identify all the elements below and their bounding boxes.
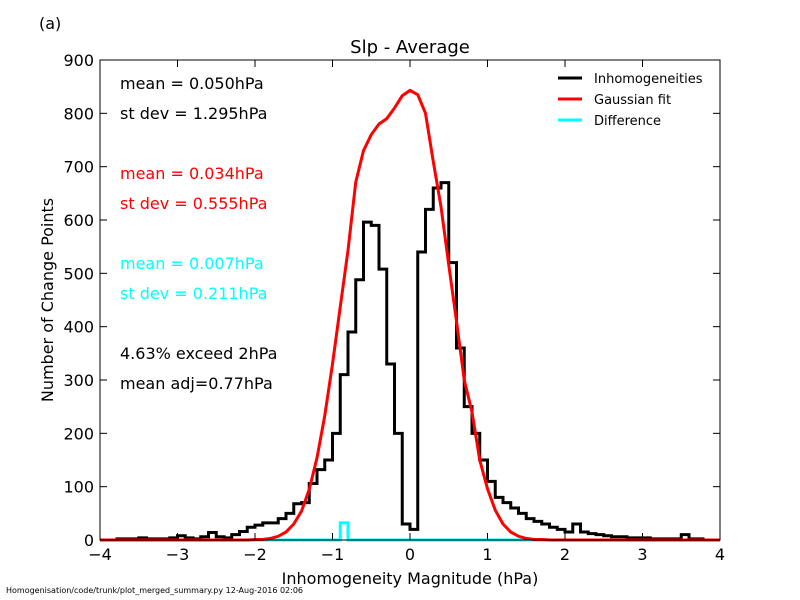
stat-diff-stdev: st dev = 0.211hPa xyxy=(120,284,268,303)
stat-inhom-mean: mean = 0.050hPa xyxy=(120,74,264,93)
x-tick-label: −3 xyxy=(166,545,190,564)
y-tick-label: 0 xyxy=(84,531,94,550)
stat-gauss-mean: mean = 0.034hPa xyxy=(120,164,264,183)
stat-gauss-stdev: st dev = 0.555hPa xyxy=(120,194,268,213)
x-tick-label: 2 xyxy=(560,545,570,564)
y-tick-label: 800 xyxy=(63,104,94,123)
legend: Inhomogeneities Gaussian fit Difference xyxy=(558,72,703,129)
y-axis-label: Number of Change Points xyxy=(38,198,57,402)
x-tick-label: −1 xyxy=(321,545,345,564)
stat-mean-adj: mean adj=0.77hPa xyxy=(120,374,273,393)
legend-label-inhomogeneities: Inhomogeneities xyxy=(594,72,703,87)
y-tick-label: 100 xyxy=(63,478,94,497)
y-tick-label: 300 xyxy=(63,371,94,390)
chart-title: Slp - Average xyxy=(350,37,470,58)
panel-label: (a) xyxy=(39,14,62,33)
series-gaussian-fit xyxy=(100,88,720,542)
y-tick-label: 600 xyxy=(63,211,94,230)
legend-label-gaussian-fit: Gaussian fit xyxy=(594,93,671,108)
y-tick-label: 900 xyxy=(63,51,94,70)
x-tick-label: −4 xyxy=(88,545,112,564)
y-tick-label: 200 xyxy=(63,424,94,443)
x-tick-label: 0 xyxy=(405,545,415,564)
stat-exceed: 4.63% exceed 2hPa xyxy=(120,344,278,363)
x-tick-label: 3 xyxy=(637,545,647,564)
series-inhomogeneities xyxy=(115,181,705,541)
footer-path: Homogenisation/code/trunk/plot_merged_su… xyxy=(6,586,303,595)
x-axis-label: Inhomogeneity Magnitude (hPa) xyxy=(282,569,539,588)
tick-layer: −4 −3 −2 −1 0 1 2 3 4 0 100 200 300 400 500 600 700 800 90… xyxy=(63,51,725,564)
legend-label-difference: Difference xyxy=(594,114,661,129)
y-tick-label: 500 xyxy=(63,264,94,283)
x-tick-label: −2 xyxy=(243,545,267,564)
x-tick-label: 1 xyxy=(482,545,492,564)
stat-diff-mean: mean = 0.007hPa xyxy=(120,254,264,273)
y-tick-label: 700 xyxy=(63,158,94,177)
x-tick-label: 4 xyxy=(715,545,725,564)
plot-area-frame xyxy=(99,59,721,541)
stat-inhom-stdev: st dev = 1.295hPa xyxy=(120,104,268,123)
series-layer xyxy=(100,88,720,542)
y-tick-label: 400 xyxy=(63,318,94,337)
